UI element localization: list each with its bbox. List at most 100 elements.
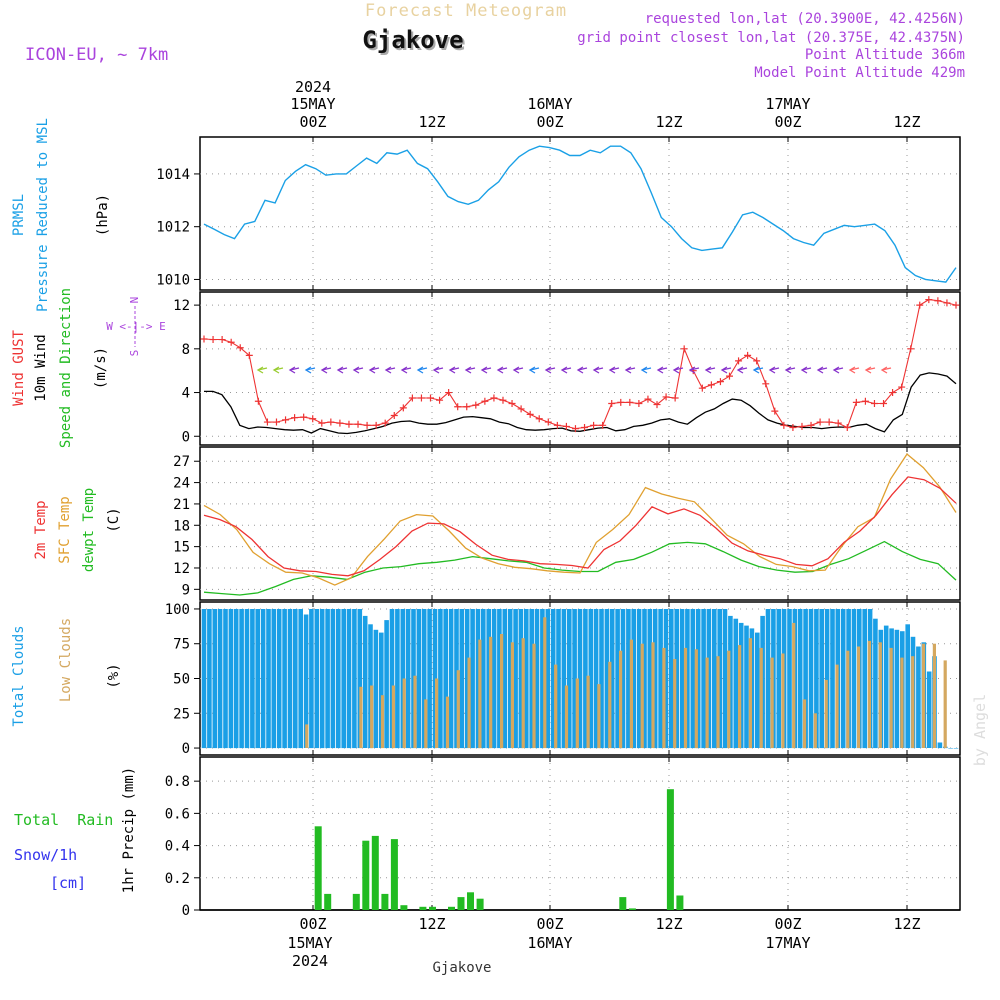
gust-marker (535, 415, 543, 423)
wind-direction-arrow (736, 366, 748, 374)
gust-marker (490, 394, 498, 402)
total-cloud-bar (475, 609, 481, 749)
p4-label-total: Total Clouds (11, 625, 27, 726)
total-cloud-bar (228, 609, 234, 749)
total-cloud-bar (481, 609, 486, 749)
gust-marker (454, 403, 462, 411)
y-tick-label: 1012 (156, 220, 190, 236)
total-cloud-bar (325, 609, 330, 749)
gust-marker (907, 345, 915, 353)
low-cloud-bar (445, 696, 450, 749)
y-tick-label: 0.2 (165, 871, 190, 887)
bottom-tick-label: 00Z (299, 915, 326, 933)
bottom-tick-label: 12Z (418, 915, 445, 933)
wind-direction-arrow (544, 366, 556, 374)
total-cloud-bar (266, 609, 271, 749)
gust-marker (662, 393, 670, 401)
total-cloud-bar (706, 609, 712, 749)
gust-marker (282, 416, 290, 424)
total-cloud-bar (556, 609, 561, 749)
wind-direction-arrow (528, 366, 540, 374)
total-cloud-bar (631, 609, 636, 749)
gust-marker (363, 421, 371, 429)
total-cloud-bar (701, 609, 706, 749)
total-cloud-bar (948, 748, 953, 749)
total-cloud-bar (250, 609, 255, 749)
panel-5-frame (199, 756, 961, 911)
total-cloud-bar (830, 609, 835, 749)
total-cloud-bar (797, 609, 803, 749)
rain-bar (371, 835, 379, 910)
total-cloud-bar (282, 609, 287, 749)
gust-marker (780, 421, 788, 429)
total-cloud-bar (626, 609, 631, 749)
wind-direction-arrow (336, 366, 348, 374)
gust-marker (608, 399, 616, 407)
y-tick-label: 15 (173, 540, 190, 556)
low-cloud-bar (921, 643, 926, 748)
panel-3-frame (199, 446, 961, 601)
p3-label-sfc: SFC Temp (57, 496, 73, 563)
gust-marker (562, 422, 570, 430)
gust-marker (934, 297, 942, 305)
total-cloud-bar (803, 609, 808, 749)
gust-marker (698, 384, 706, 392)
wind-direction-arrow (864, 366, 876, 374)
total-cloud-bar (717, 609, 722, 749)
wind-direction-arrow (432, 366, 444, 374)
low-cloud-bar (813, 713, 817, 749)
total-cloud-bar (652, 609, 658, 749)
requested-coords: requested lon,lat (20.3900E, 42.4256N) (645, 11, 965, 27)
wind-direction-arrow (752, 366, 764, 374)
y-tick-label: 100 (165, 602, 190, 618)
wind-direction-arrow (768, 366, 780, 374)
total-cloud-bar (679, 609, 685, 749)
rain-bar (467, 892, 474, 910)
total-cloud-bar (405, 609, 411, 749)
y-tick-label: 0.6 (165, 806, 190, 822)
y-tick-label: 0.4 (165, 839, 190, 855)
low-cloud-bar (878, 642, 882, 748)
gust-marker (445, 389, 453, 397)
gust-marker (236, 344, 244, 352)
y-tick-label: 0 (182, 903, 190, 919)
rain-bar (429, 906, 436, 910)
total-cloud-bar (744, 625, 749, 748)
gust-marker (372, 421, 380, 429)
total-cloud-bar (862, 609, 867, 749)
wind-direction-arrow (352, 366, 364, 374)
gust-marker (599, 421, 607, 429)
low-cloud-bar (889, 647, 893, 748)
wind-direction-arrow (656, 366, 668, 374)
p5-label-rain: Total Rain (14, 811, 113, 829)
bottom-date-2: 16MAY (527, 934, 572, 952)
low-cloud-bar (846, 650, 850, 749)
wind-direction-arrow (784, 366, 796, 374)
top-tick-label: 12Z (655, 113, 682, 131)
p3-label-unit: (C) (106, 507, 122, 532)
gust-marker (725, 372, 733, 380)
wind-direction-arrow (576, 366, 588, 374)
wind-direction-arrow (832, 366, 844, 374)
total-cloud-bar (583, 609, 588, 749)
total-cloud-bar (491, 609, 497, 749)
total-cloud-bar (722, 609, 728, 749)
gust-marker (254, 397, 262, 405)
gust-marker (916, 301, 924, 309)
footer-location: Gjakove (432, 960, 491, 976)
gust-marker (245, 351, 253, 359)
gust-marker (272, 418, 280, 426)
rain-bar (381, 893, 389, 910)
total-cloud-bar (840, 609, 846, 749)
low-cloud-bar (370, 685, 374, 749)
total-cloud-bar (561, 609, 567, 749)
low-cloud-bar (575, 678, 579, 748)
total-cloud-bar (690, 609, 696, 749)
top-tick-label: 12Z (893, 113, 920, 131)
total-cloud-bar (314, 609, 320, 749)
rain-bar (314, 826, 322, 910)
gust-marker (544, 418, 552, 426)
total-cloud-bar (529, 609, 534, 749)
total-cloud-bar (454, 609, 459, 749)
total-cloud-bar (609, 609, 615, 749)
